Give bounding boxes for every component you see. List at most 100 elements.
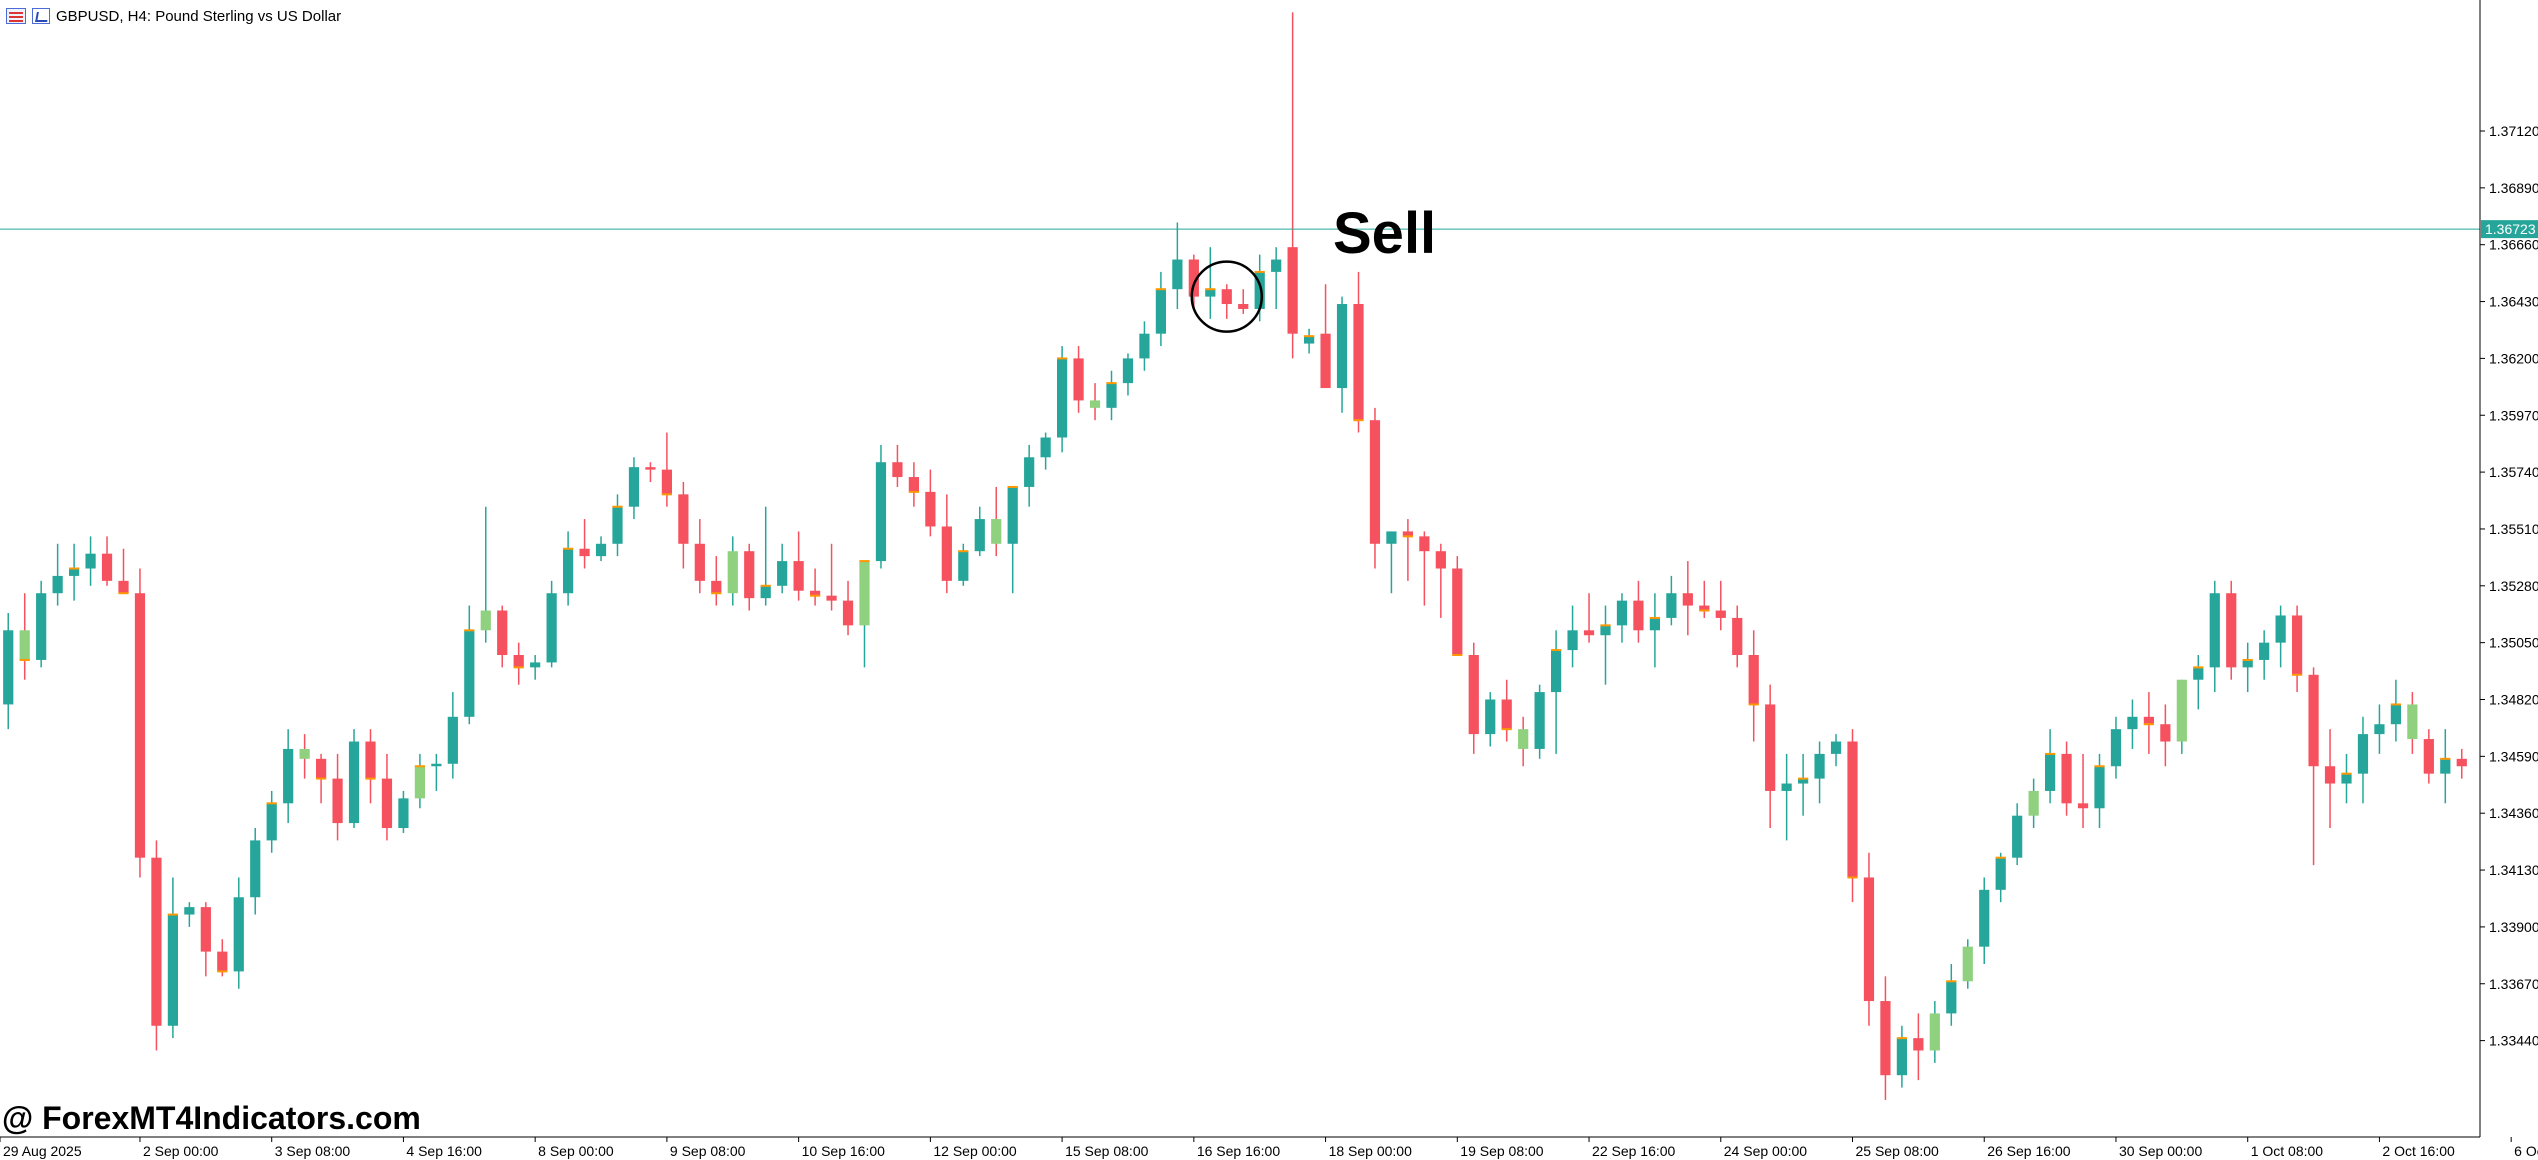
candle-68: [1122, 353, 1134, 396]
candle-20: [332, 753, 343, 841]
candle-body-26: [431, 763, 442, 767]
candle-body-68: [1122, 358, 1134, 384]
candle-109: [1797, 753, 1809, 816]
candle-16: [266, 790, 277, 853]
candle-37: [612, 494, 623, 557]
candle-body-121: [1995, 857, 2006, 890]
candle-9: [151, 840, 162, 1051]
candle-body-71: [1172, 259, 1183, 290]
candle-body-63: [1040, 437, 1051, 458]
candle-body-103: [1699, 605, 1710, 611]
candle-body-60: [991, 519, 1002, 544]
candle-body-92: [1518, 729, 1529, 749]
candle-105: [1732, 605, 1743, 668]
candle-98: [1616, 593, 1628, 643]
candle-body-74: [1221, 289, 1232, 305]
candle-body-120: [1979, 889, 1990, 947]
candle-27: [447, 692, 458, 779]
time-tick-label-12: 22 Sep 16:00: [1592, 1143, 1676, 1159]
candle-body-79: [1303, 336, 1315, 344]
candle-body-144: [2374, 724, 2385, 735]
candle-30: [497, 605, 508, 668]
candle-body-19: [315, 758, 327, 779]
candle-44: [727, 536, 738, 606]
candle-body-56: [925, 491, 936, 527]
candle-60: [991, 486, 1002, 557]
candle-118: [1946, 963, 1957, 1026]
watermark-text: @ ForexMT4Indicators.com: [2, 1100, 421, 1136]
time-axis[interactable]: 29 Aug 2025 2 Sep 00:00 3 Sep 08:00 4 Sep 1…: [0, 1136, 2538, 1159]
candle-body-41: [678, 494, 689, 544]
candle-body-118: [1946, 981, 1957, 1014]
candle-body-105: [1732, 617, 1743, 656]
candle-80: [1320, 284, 1331, 389]
candle-body-126: [2077, 803, 2089, 809]
candle-body-135: [2226, 593, 2237, 668]
candle-99: [1633, 580, 1644, 643]
candle-body-49: [809, 590, 821, 596]
candle-78: [1287, 12, 1298, 359]
price-tick-label-11: 1.34590: [2489, 748, 2538, 764]
candle-body-141: [2324, 766, 2336, 784]
current-price-line-layer: 1.36723: [0, 220, 2538, 239]
candle-body-32: [530, 662, 541, 668]
candle-body-23: [381, 778, 393, 829]
candle-body-4: [68, 568, 80, 576]
candle-77: [1271, 247, 1282, 309]
current-price-label: 1.36723: [2485, 221, 2536, 237]
candle-147: [2423, 729, 2434, 784]
candle-6: [101, 536, 113, 586]
candle-87: [1435, 543, 1446, 618]
candle-body-125: [2061, 753, 2072, 804]
candle-body-85: [1402, 531, 1414, 537]
price-axis[interactable]: 1.37120 1.36890 1.36660 1.36430 1.36200 1.359…: [2479, 0, 2538, 1137]
candle-body-142: [2341, 773, 2352, 784]
time-tick-label-11: 19 Sep 08:00: [1460, 1143, 1544, 1159]
chart-type-icon[interactable]: [32, 8, 50, 24]
candle-body-137: [2259, 642, 2270, 660]
sell-annotation-layer: [1190, 260, 1264, 333]
candle-120: [1979, 877, 1990, 964]
candle-126: [2077, 753, 2089, 829]
candle-83: [1369, 407, 1381, 569]
candle-45: [744, 543, 755, 611]
candle-146: [2407, 692, 2418, 754]
candle-42: [694, 519, 705, 594]
candle-48: [793, 531, 804, 601]
candle-106: [1748, 630, 1759, 742]
candle-body-13: [217, 951, 228, 972]
candle-137: [2259, 630, 2270, 680]
candle-91: [1501, 679, 1512, 742]
candle-4: [68, 543, 80, 601]
candle-63: [1040, 432, 1051, 470]
candle-body-129: [2127, 716, 2138, 730]
candle-body-134: [2209, 593, 2220, 668]
candle-79: [1303, 328, 1315, 354]
time-tick-label-4: 8 Sep 00:00: [538, 1143, 614, 1159]
candle-body-124: [2044, 753, 2056, 791]
candle-33: [546, 580, 557, 668]
chart-menu-icon[interactable]: [6, 8, 26, 24]
candle-body-0: [3, 630, 14, 705]
time-tick-label-5: 9 Sep 08:00: [670, 1143, 746, 1159]
time-tick-label-3: 4 Sep 16:00: [406, 1143, 482, 1159]
candle-49: [809, 568, 821, 606]
candle-body-53: [875, 462, 887, 562]
candle-107: [1765, 684, 1776, 829]
candle-body-75: [1238, 304, 1249, 309]
candle-43: [711, 556, 722, 606]
candle-54: [892, 444, 903, 487]
candle-body-82: [1353, 304, 1364, 421]
candle-15: [250, 828, 261, 915]
candle-88: [1452, 556, 1463, 657]
sell-circle: [1190, 260, 1264, 333]
candle-124: [2044, 729, 2056, 804]
candle-body-40: [661, 469, 673, 495]
candle-body-6: [101, 553, 113, 581]
candle-body-136: [2242, 659, 2253, 668]
candle-62: [1024, 444, 1035, 507]
candle-body-45: [744, 551, 755, 599]
candle-body-29: [480, 610, 491, 631]
